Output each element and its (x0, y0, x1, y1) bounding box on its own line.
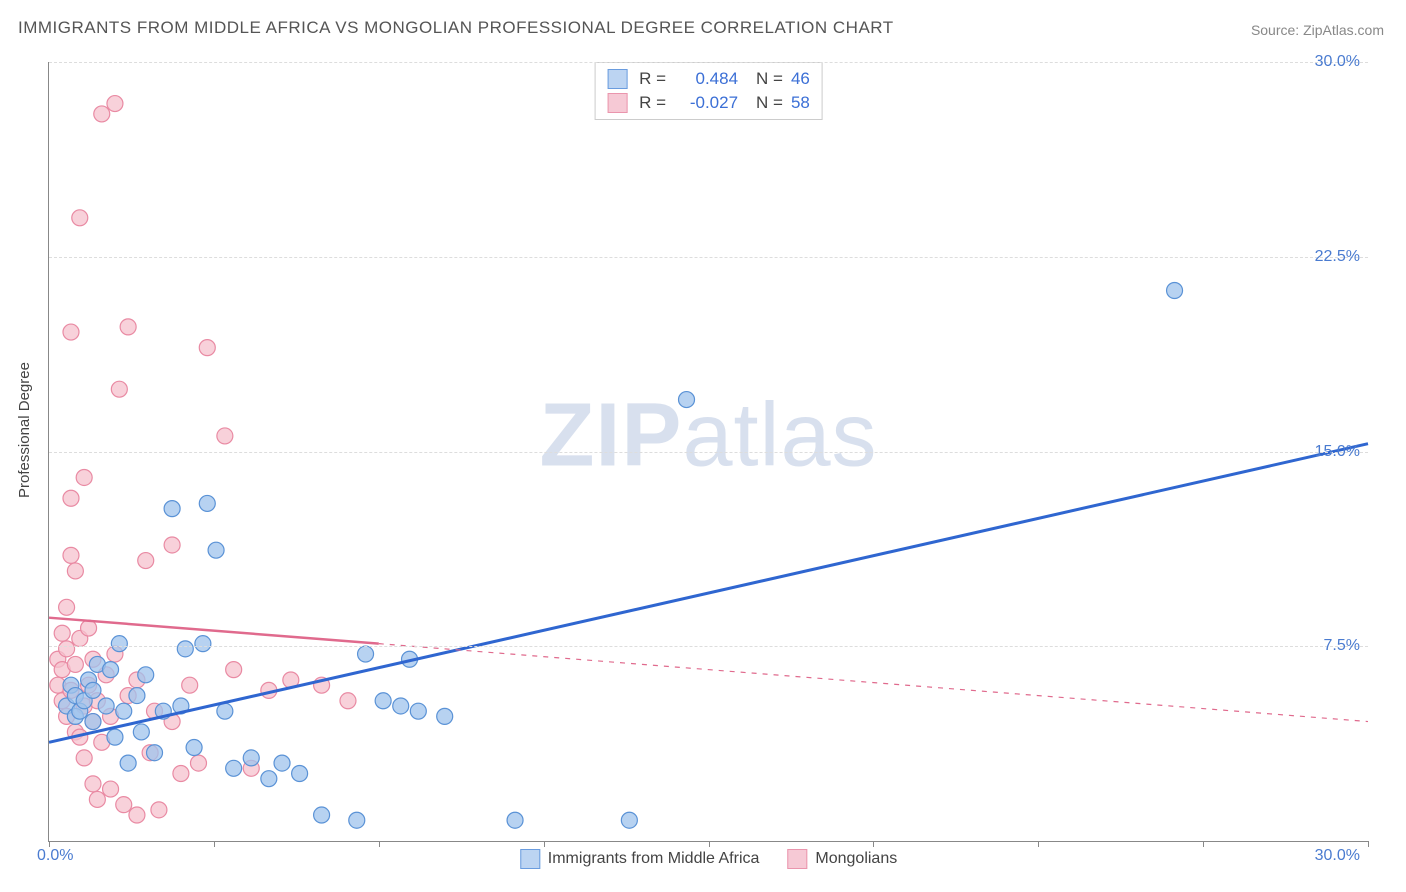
scatter-point (72, 210, 88, 226)
scatter-point (76, 750, 92, 766)
scatter-point (1167, 283, 1183, 299)
x-max-label: 30.0% (1315, 847, 1360, 865)
scatter-point (621, 812, 637, 828)
scatter-point (120, 755, 136, 771)
scatter-point (199, 340, 215, 356)
scatter-point (138, 667, 154, 683)
x-origin-label: 0.0% (37, 847, 73, 865)
scatter-point (129, 688, 145, 704)
gridline (49, 646, 1368, 647)
trend-line (49, 618, 379, 644)
x-tick (1368, 841, 1369, 847)
scatter-point (116, 797, 132, 813)
scatter-point (173, 765, 189, 781)
x-tick (544, 841, 545, 847)
x-tick (1038, 841, 1039, 847)
scatter-point (217, 703, 233, 719)
x-tick (49, 841, 50, 847)
y-tick-label: 7.5% (1324, 637, 1360, 655)
scatter-point (111, 636, 127, 652)
scatter-point (107, 729, 123, 745)
scatter-point (217, 428, 233, 444)
scatter-point (199, 495, 215, 511)
gridline (49, 62, 1368, 63)
scatter-point (679, 392, 695, 408)
trend-line (49, 444, 1368, 743)
legend-series: Immigrants from Middle Africa Mongolians (520, 849, 897, 869)
scatter-point (340, 693, 356, 709)
scatter-point (133, 724, 149, 740)
scatter-point (63, 490, 79, 506)
scatter-point (94, 106, 110, 122)
chart-container: IMMIGRANTS FROM MIDDLE AFRICA VS MONGOLI… (0, 0, 1406, 892)
scatter-point (111, 381, 127, 397)
scatter-point (107, 96, 123, 112)
scatter-point (54, 625, 70, 641)
scatter-point (177, 641, 193, 657)
y-tick-label: 22.5% (1315, 248, 1360, 266)
x-tick (379, 841, 380, 847)
scatter-point (292, 765, 308, 781)
scatter-point (116, 703, 132, 719)
legend-item-0: Immigrants from Middle Africa (520, 849, 760, 869)
scatter-point (314, 807, 330, 823)
scatter-point (261, 771, 277, 787)
gridline (49, 452, 1368, 453)
y-tick-label: 30.0% (1315, 53, 1360, 71)
scatter-point (147, 745, 163, 761)
scatter-point (182, 677, 198, 693)
chart-title: IMMIGRANTS FROM MIDDLE AFRICA VS MONGOLI… (18, 18, 894, 38)
scatter-point (63, 547, 79, 563)
legend-bottom-swatch-blue (520, 849, 540, 869)
scatter-point (274, 755, 290, 771)
x-tick (709, 841, 710, 847)
legend-bottom-label-1: Mongolians (815, 850, 897, 868)
scatter-point (375, 693, 391, 709)
source-label: Source: ZipAtlas.com (1251, 22, 1384, 38)
scatter-point (164, 501, 180, 517)
scatter-point (59, 599, 75, 615)
x-tick (214, 841, 215, 847)
scatter-point (164, 537, 180, 553)
scatter-point (358, 646, 374, 662)
scatter-point (226, 662, 242, 678)
scatter-point (349, 812, 365, 828)
gridline (49, 257, 1368, 258)
legend-bottom-label-0: Immigrants from Middle Africa (548, 850, 760, 868)
scatter-point (226, 760, 242, 776)
scatter-point (67, 656, 83, 672)
y-tick-label: 15.0% (1315, 443, 1360, 461)
plot-area: ZIPatlas R = 0.484 N = 46 R = -0.027 N =… (48, 62, 1368, 842)
legend-bottom-swatch-pink (787, 849, 807, 869)
scatter-point (507, 812, 523, 828)
legend-item-1: Mongolians (787, 849, 897, 869)
scatter-point (67, 563, 83, 579)
x-tick (873, 841, 874, 847)
scatter-point (120, 319, 136, 335)
scatter-point (190, 755, 206, 771)
scatter-point (103, 781, 119, 797)
scatter-point (59, 641, 75, 657)
scatter-point (85, 714, 101, 730)
scatter-point (243, 750, 259, 766)
scatter-point (76, 469, 92, 485)
scatter-point (186, 740, 202, 756)
x-tick (1203, 841, 1204, 847)
scatter-point (103, 662, 119, 678)
trend-line (379, 644, 1368, 722)
scatter-point (195, 636, 211, 652)
scatter-point (63, 324, 79, 340)
scatter-point (85, 682, 101, 698)
scatter-point (393, 698, 409, 714)
scatter-point (208, 542, 224, 558)
scatter-point (129, 807, 145, 823)
scatter-point (98, 698, 114, 714)
y-axis-title: Professional Degree (16, 362, 33, 498)
scatter-point (151, 802, 167, 818)
scatter-point (85, 776, 101, 792)
scatter-point (138, 553, 154, 569)
scatter-point (410, 703, 426, 719)
scatter-point (437, 708, 453, 724)
scatter-point (89, 791, 105, 807)
